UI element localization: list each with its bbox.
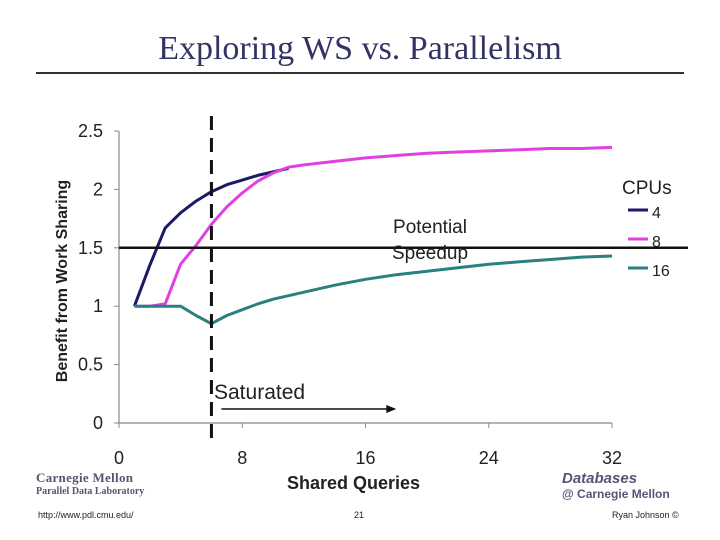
- x-tick-label: 16: [355, 448, 375, 468]
- author-credit: Ryan Johnson ©: [612, 510, 679, 520]
- y-tick-labels: 0 0.5 1 1.5 2 2.5: [78, 121, 119, 433]
- chart-series: [132, 145, 613, 326]
- x-tick-label: 8: [237, 448, 247, 468]
- x-tick-label: 24: [479, 448, 499, 468]
- logo-right-line1: Databases: [562, 470, 638, 487]
- x-tick-label: 32: [602, 448, 622, 468]
- saturated-arrowhead: [386, 405, 397, 413]
- x-axis-title: Shared Queries: [287, 473, 420, 493]
- saturated-label: Saturated: [214, 381, 305, 404]
- chart-legend: CPUs 4 8 16: [622, 178, 672, 280]
- potential-speedup-label: Potential: [393, 217, 467, 238]
- x-tick-labels: 0 8 16 24 32 Shared Queries Benefit from Work …: [54, 180, 622, 493]
- cmu-pdl-logo: Carnegie Mellon Parallel Data Laboratory: [36, 470, 144, 497]
- page-number: 21: [354, 510, 365, 520]
- y-tick-label: 1.5: [78, 238, 103, 258]
- logo-left-line2: Parallel Data Laboratory: [36, 486, 145, 497]
- y-tick-label: 0.5: [78, 355, 103, 375]
- logo-right-line2: @ Carnegie Mellon: [562, 487, 670, 501]
- footer-url[interactable]: http://www.pdl.cmu.edu/: [38, 510, 134, 520]
- legend-label-4: 4: [652, 205, 661, 222]
- y-tick-label: 1: [93, 296, 103, 316]
- potential-speedup-label: Speedup: [392, 243, 468, 264]
- y-tick-label: 2: [93, 179, 103, 199]
- x-tick-label: 0: [114, 448, 124, 468]
- databases-cmu-logo: Databases @ Carnegie Mellon: [562, 470, 670, 501]
- chart-annotations: Potential Speedup Saturated: [119, 116, 688, 440]
- y-axis-title: Benefit from Work Sharing: [54, 180, 71, 382]
- y-tick-label: 0: [93, 413, 103, 433]
- series-line-8: [134, 145, 613, 308]
- title-divider: [36, 72, 684, 74]
- y-tick-label: 2.5: [78, 121, 103, 141]
- logo-left-line1: Carnegie Mellon: [36, 470, 134, 485]
- legend-title: CPUs: [622, 178, 672, 199]
- slide-title: Exploring WS vs. Parallelism: [158, 30, 562, 67]
- legend-label-16: 16: [652, 263, 670, 280]
- chart-axes: [118, 131, 612, 424]
- series-line-16: [134, 254, 613, 326]
- legend-label-8: 8: [652, 234, 661, 251]
